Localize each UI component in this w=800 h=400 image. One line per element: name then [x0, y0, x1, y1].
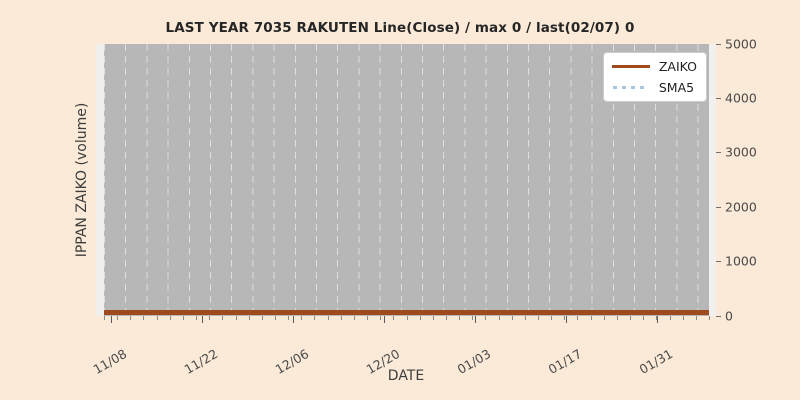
- x-axis-minor-tick: [301, 316, 303, 320]
- x-axis-major-tick: [292, 316, 294, 323]
- legend-item-sma5[interactable]: SMA5: [612, 80, 697, 95]
- x-axis-minor-tick: [577, 316, 579, 320]
- x-axis-minor-tick: [445, 316, 447, 320]
- x-axis-minor-tick: [235, 316, 237, 320]
- x-axis-minor-tick: [327, 316, 329, 320]
- x-axis-major-tick: [474, 316, 476, 323]
- x-axis-minor-tick: [156, 316, 158, 320]
- x-axis-minor-tick: [367, 316, 369, 320]
- x-axis-minor-tick: [274, 316, 276, 320]
- x-axis-minor-tick: [590, 316, 592, 320]
- y-tick-mark: [716, 97, 721, 99]
- x-axis-minor-tick: [656, 316, 658, 320]
- x-axis-minor-tick: [314, 316, 316, 320]
- y-tick-mark: [716, 152, 721, 154]
- y-tick-mark: [716, 43, 721, 45]
- x-axis-major-tick: [110, 316, 112, 323]
- x-axis-minor-tick: [643, 316, 645, 320]
- x-axis-minor-tick: [498, 316, 500, 320]
- x-axis-major-tick: [656, 316, 658, 323]
- x-axis-minor-tick: [104, 316, 105, 320]
- x-axis-minor-tick: [419, 316, 421, 320]
- x-axis-minor-tick: [432, 316, 434, 320]
- x-axis-major-tick: [201, 316, 203, 323]
- x-axis-minor-tick: [182, 316, 184, 320]
- x-axis-minor-tick: [169, 316, 171, 320]
- x-axis-minor-tick: [143, 316, 145, 320]
- y-tick-label: 5000: [725, 36, 757, 51]
- x-axis-minor-tick: [353, 316, 355, 320]
- x-axis-minor-tick: [459, 316, 461, 320]
- x-axis-minor-tick: [288, 316, 290, 320]
- x-axis-minor-tick: [524, 316, 526, 320]
- x-axis-minor-tick: [209, 316, 211, 320]
- x-axis-major-tick: [383, 316, 385, 323]
- x-axis-title: DATE: [387, 368, 425, 384]
- x-axis-minor-tick: [472, 316, 474, 320]
- legend-label-zaiko: ZAIKO: [658, 59, 697, 74]
- x-axis-minor-tick: [261, 316, 263, 320]
- solid-line-swatch-icon: [611, 61, 650, 73]
- x-axis-minor-tick: [564, 316, 566, 320]
- y-axis: 0 1000 2000 3000 4000 5000: [716, 36, 786, 323]
- y-tick-mark: [716, 261, 721, 263]
- x-axis-minor-tick: [695, 316, 697, 320]
- x-axis-minor-tick: [340, 316, 342, 320]
- x-axis-minor-tick: [248, 316, 250, 320]
- x-axis-minor-tick: [603, 316, 605, 320]
- x-axis-minor-tick: [709, 316, 710, 320]
- x-axis-minor-tick: [222, 316, 224, 320]
- x-axis-minor-tick: [130, 316, 132, 320]
- x-axis-minor-tick: [196, 316, 198, 320]
- series-line-zaiko: [104, 310, 709, 315]
- y-tick-label: 4000: [725, 90, 757, 106]
- y-tick-mark: [716, 206, 721, 208]
- x-axis-minor-tick: [551, 316, 553, 320]
- x-axis-major-tick: [565, 316, 567, 323]
- y-tick-label: 0: [725, 308, 733, 323]
- y-tick-label: 2000: [725, 199, 757, 215]
- legend-label-sma5: SMA5: [658, 80, 695, 95]
- x-axis-minor-tick: [669, 316, 671, 320]
- x-axis-minor-tick: [485, 316, 487, 320]
- y-tick-label: 1000: [725, 253, 757, 269]
- y-tick-mark: [716, 315, 721, 317]
- x-axis-minor-tick: [511, 316, 513, 320]
- dotted-line-swatch-icon: [612, 82, 650, 94]
- x-axis-minor-tick: [393, 316, 395, 320]
- x-axis-minor-tick: [538, 316, 540, 320]
- x-axis-minor-tick: [616, 316, 618, 320]
- y-tick-label: 3000: [725, 144, 757, 160]
- x-axis: 11/08 11/22 12/06 12/20 01/03 01/17 01/31: [90, 316, 716, 386]
- legend-item-zaiko[interactable]: ZAIKO: [611, 59, 697, 74]
- x-axis-minor-tick: [630, 316, 632, 320]
- x-axis-minor-tick: [406, 316, 408, 320]
- chart-title: LAST YEAR 7035 RAKUTEN Line(Close) / max…: [165, 20, 635, 36]
- plot-axes-frame: ZAIKO SMA5: [96, 44, 716, 316]
- x-axis-minor-tick: [117, 316, 119, 320]
- x-axis-minor-tick: [682, 316, 684, 320]
- x-axis-minor-tick: [380, 316, 382, 320]
- y-axis-title: IPPAN ZAIKO (volume): [74, 102, 90, 258]
- chart-legend[interactable]: ZAIKO SMA5: [602, 52, 707, 102]
